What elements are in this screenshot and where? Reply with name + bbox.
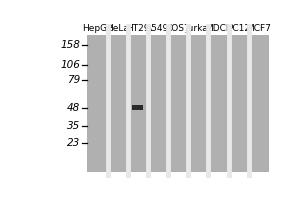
- Text: A549: A549: [146, 24, 170, 33]
- Text: MCF7: MCF7: [246, 24, 271, 33]
- Text: 106: 106: [61, 60, 80, 70]
- Bar: [189, 35, 208, 172]
- Bar: [229, 35, 248, 172]
- Text: 79: 79: [67, 75, 80, 85]
- Bar: [128, 35, 148, 172]
- Text: 158: 158: [61, 40, 80, 50]
- Bar: [132, 105, 143, 110]
- Text: COS7: COS7: [166, 24, 190, 33]
- Text: 23: 23: [67, 138, 80, 148]
- Bar: [108, 35, 127, 172]
- Text: PC12: PC12: [227, 24, 250, 33]
- Bar: [148, 35, 168, 172]
- Text: 35: 35: [67, 121, 80, 131]
- Text: Jurkat: Jurkat: [185, 24, 212, 33]
- Bar: [249, 35, 269, 172]
- Text: 48: 48: [67, 103, 80, 113]
- Bar: [88, 35, 107, 172]
- Text: MDCK: MDCK: [205, 24, 232, 33]
- Bar: [209, 35, 228, 172]
- Bar: [169, 35, 188, 172]
- Text: HepG2: HepG2: [82, 24, 113, 33]
- Text: HT29: HT29: [126, 24, 150, 33]
- Text: HeLa: HeLa: [106, 24, 129, 33]
